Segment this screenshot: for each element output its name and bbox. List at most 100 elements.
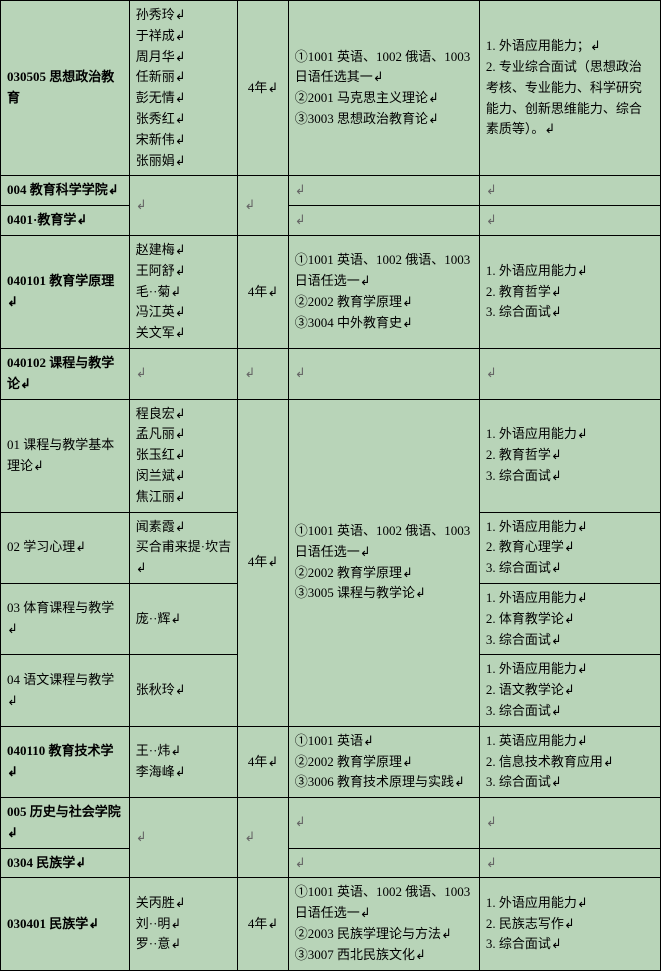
assessment-item: 3. 综合面试↲: [486, 630, 654, 651]
subject-line: ②2002 教育学原理↲: [295, 563, 473, 584]
table-row: 0304 民族学↲↲↲: [1, 848, 661, 878]
cell-text: 4年↲: [248, 916, 278, 931]
assessment-item: 2. 教育心理学↲: [486, 537, 654, 558]
course-code-cell: 040110 教育技术学↲: [1, 726, 130, 797]
subject-line: ①1001 英语、1002 俄语、1003 日语任选一↲: [295, 521, 473, 563]
table-row: 030401 民族学↲ 关丙胜↲刘··明↲罗··意↲ 4年↲ ①1001 英语、100…: [1, 878, 661, 970]
cell-text: 03 体育课程与教学↲: [7, 600, 114, 636]
duration-cell: 4年↲: [238, 399, 288, 726]
assessment-item: 3. 综合面试↲: [486, 302, 654, 323]
cell-text: 01 课程与教学基本理论↲: [7, 437, 114, 473]
subject-line: ②2002 教育学原理↲: [295, 752, 473, 773]
exam-subjects-cell: ①1001 英语、1002 俄语、1003 日语任选其一↲②2001 马克思主义…: [288, 1, 479, 176]
placeholder-mark: ↲: [244, 197, 255, 212]
assessment-list: 1. 外语应用能力；↲2. 专业综合面试（思想政治考核、专业能力、科学研究能力、…: [486, 36, 654, 140]
assessment-cell: 1. 外语应用能力；↲2. 专业综合面试（思想政治考核、专业能力、科学研究能力、…: [479, 1, 660, 176]
instructors-cell: ↲: [129, 348, 238, 399]
course-code-cell: 04 语文课程与教学↲: [1, 655, 130, 726]
course-code-cell: 030505 思想政治教育: [1, 1, 130, 176]
assessment-item: 1. 外语应用能力↲: [486, 517, 654, 538]
subject-line: ③3003 思想政治教育论↲: [295, 109, 473, 130]
instructor-name: 李海峰↲: [136, 762, 232, 783]
assessment-list: 1. 外语应用能力↲2. 体育教学论↲3. 综合面试↲: [486, 588, 654, 650]
cell-text: 02 学习心理↲: [7, 539, 86, 554]
instructor-name: 赵建梅↲: [136, 240, 232, 261]
placeholder-mark: ↲: [486, 814, 497, 829]
subject-line: ①1001 英语、1002 俄语、1003 日语任选一↲: [295, 250, 473, 292]
course-code-cell: 004 教育科学学院↲: [1, 176, 130, 206]
assessment-cell: ↲: [479, 176, 660, 206]
cell-text: 0304 民族学↲: [7, 855, 86, 870]
assessment-item: 3. 综合面试↲: [486, 558, 654, 579]
cell-text: 04 语文课程与教学↲: [7, 672, 114, 708]
subject-line: ③3007 西北民族文化↲: [295, 945, 473, 966]
instructor-name: 周月华↲: [136, 47, 232, 68]
instructors-cell: 赵建梅↲王阿舒↲毛··菊↲冯江英↲关文军↲: [129, 235, 238, 348]
exam-subjects-cell: ↲: [288, 348, 479, 399]
cell-text: 0401·教育学↲: [7, 212, 87, 227]
assessment-list: 1. 外语应用能力↲2. 民族志写作↲3. 综合面试↲: [486, 893, 654, 955]
assessment-item: 1. 外语应用能力↲: [486, 588, 654, 609]
assessment-list: 1. 外语应用能力↲2. 教育哲学↲3. 综合面试↲: [486, 424, 654, 486]
placeholder-mark: ↲: [136, 829, 147, 844]
instructor-name: 庞··辉↲: [136, 609, 232, 630]
assessment-item: 1. 英语应用能力↲: [486, 731, 654, 752]
assessment-item: 1. 外语应用能力↲: [486, 424, 654, 445]
duration-cell: 4年↲: [238, 1, 288, 176]
duration-cell: ↲: [238, 348, 288, 399]
assessment-item: 1. 外语应用能力↲: [486, 893, 654, 914]
name-list: 闻素霞↲买合甫来提·坎吉↲: [136, 517, 232, 579]
assessment-item: 2. 民族志写作↲: [486, 914, 654, 935]
name-list: 孙秀玲↲于祥成↲周月华↲任新丽↲彭无情↲张秀红↲宋新伟↲张丽娟↲: [136, 5, 232, 171]
instructors-cell: 张秋玲↲: [129, 655, 238, 726]
assessment-item: 3. 综合面试↲: [486, 772, 654, 793]
subject-line: ②2001 马克思主义理论↲: [295, 88, 473, 109]
instructor-name: 毛··菊↲: [136, 282, 232, 303]
name-list: 赵建梅↲王阿舒↲毛··菊↲冯江英↲关文军↲: [136, 240, 232, 344]
instructor-name: 张丽娟↲: [136, 151, 232, 172]
assessment-cell: ↲: [479, 798, 660, 849]
course-code-cell: 01 课程与教学基本理论↲: [1, 399, 130, 512]
assessment-cell: ↲: [479, 206, 660, 236]
instructors-cell: 关丙胜↲刘··明↲罗··意↲: [129, 878, 238, 970]
instructors-cell: 王··炜↲李海峰↲: [129, 726, 238, 797]
course-code-cell: 03 体育课程与教学↲: [1, 583, 130, 654]
instructor-name: 张秀红↲: [136, 109, 232, 130]
assessment-cell: 1. 外语应用能力↲2. 体育教学论↲3. 综合面试↲: [479, 583, 660, 654]
instructor-name: 孙秀玲↲: [136, 5, 232, 26]
name-list: 王··炜↲李海峰↲: [136, 741, 232, 783]
name-list: 程良宏↲孟凡丽↲张玉红↲闵兰斌↲焦江丽↲: [136, 404, 232, 508]
subject-line: ③3004 中外教育史↲: [295, 313, 473, 334]
placeholder-mark: ↲: [486, 365, 497, 380]
duration-cell: 4年↲: [238, 878, 288, 970]
cell-text: 4年↲: [248, 80, 278, 95]
cell-text: 030401 民族学↲: [7, 916, 99, 931]
cell-text: 004 教育科学学院↲: [7, 182, 119, 197]
cell-text: 4年↲: [248, 284, 278, 299]
cell-text: 040102 课程与教学论↲: [7, 355, 114, 391]
assessment-cell: ↲: [479, 348, 660, 399]
course-table: 030505 思想政治教育孙秀玲↲于祥成↲周月华↲任新丽↲彭无情↲张秀红↲宋新伟…: [0, 0, 661, 971]
table-row: 040102 课程与教学论↲↲↲↲↲: [1, 348, 661, 399]
assessment-cell: 1. 外语应用能力↲2. 教育心理学↲3. 综合面试↲: [479, 512, 660, 583]
assessment-item: 3. 综合面试↲: [486, 466, 654, 487]
exam-subjects-cell: ↲: [288, 848, 479, 878]
instructor-name: 关文军↲: [136, 323, 232, 344]
exam-subjects-cell: ①1001 英语、1002 俄语、1003 日语任选一↲②2003 民族学理论与…: [288, 878, 479, 970]
exam-subjects-cell: ①1001 英语↲②2002 教育学原理↲③3006 教育技术原理与实践↲: [288, 726, 479, 797]
cell-text: 4年↲: [248, 554, 278, 569]
assessment-cell: 1. 外语应用能力↲2. 民族志写作↲3. 综合面试↲: [479, 878, 660, 970]
assessment-item: 2. 语文教学论↲: [486, 680, 654, 701]
duration-cell: ↲: [238, 798, 288, 878]
cell-text: 040110 教育技术学↲: [7, 743, 114, 779]
instructors-cell: ↲: [129, 176, 238, 236]
course-code-cell: 030401 民族学↲: [1, 878, 130, 970]
table-row: 005 历史与社会学院↲↲↲↲↲: [1, 798, 661, 849]
cell-text: 4年↲: [248, 754, 278, 769]
subject-line: ①1001 英语、1002 俄语、1003 日语任选一↲: [295, 882, 473, 924]
exam-subjects-cell: ①1001 英语、1002 俄语、1003 日语任选一↲②2002 教育学原理↲…: [288, 399, 479, 726]
instructor-name: 张秋玲↲: [136, 680, 232, 701]
placeholder-mark: ↲: [295, 182, 306, 197]
duration-cell: 4年↲: [238, 726, 288, 797]
exam-subjects-cell: ↲: [288, 206, 479, 236]
